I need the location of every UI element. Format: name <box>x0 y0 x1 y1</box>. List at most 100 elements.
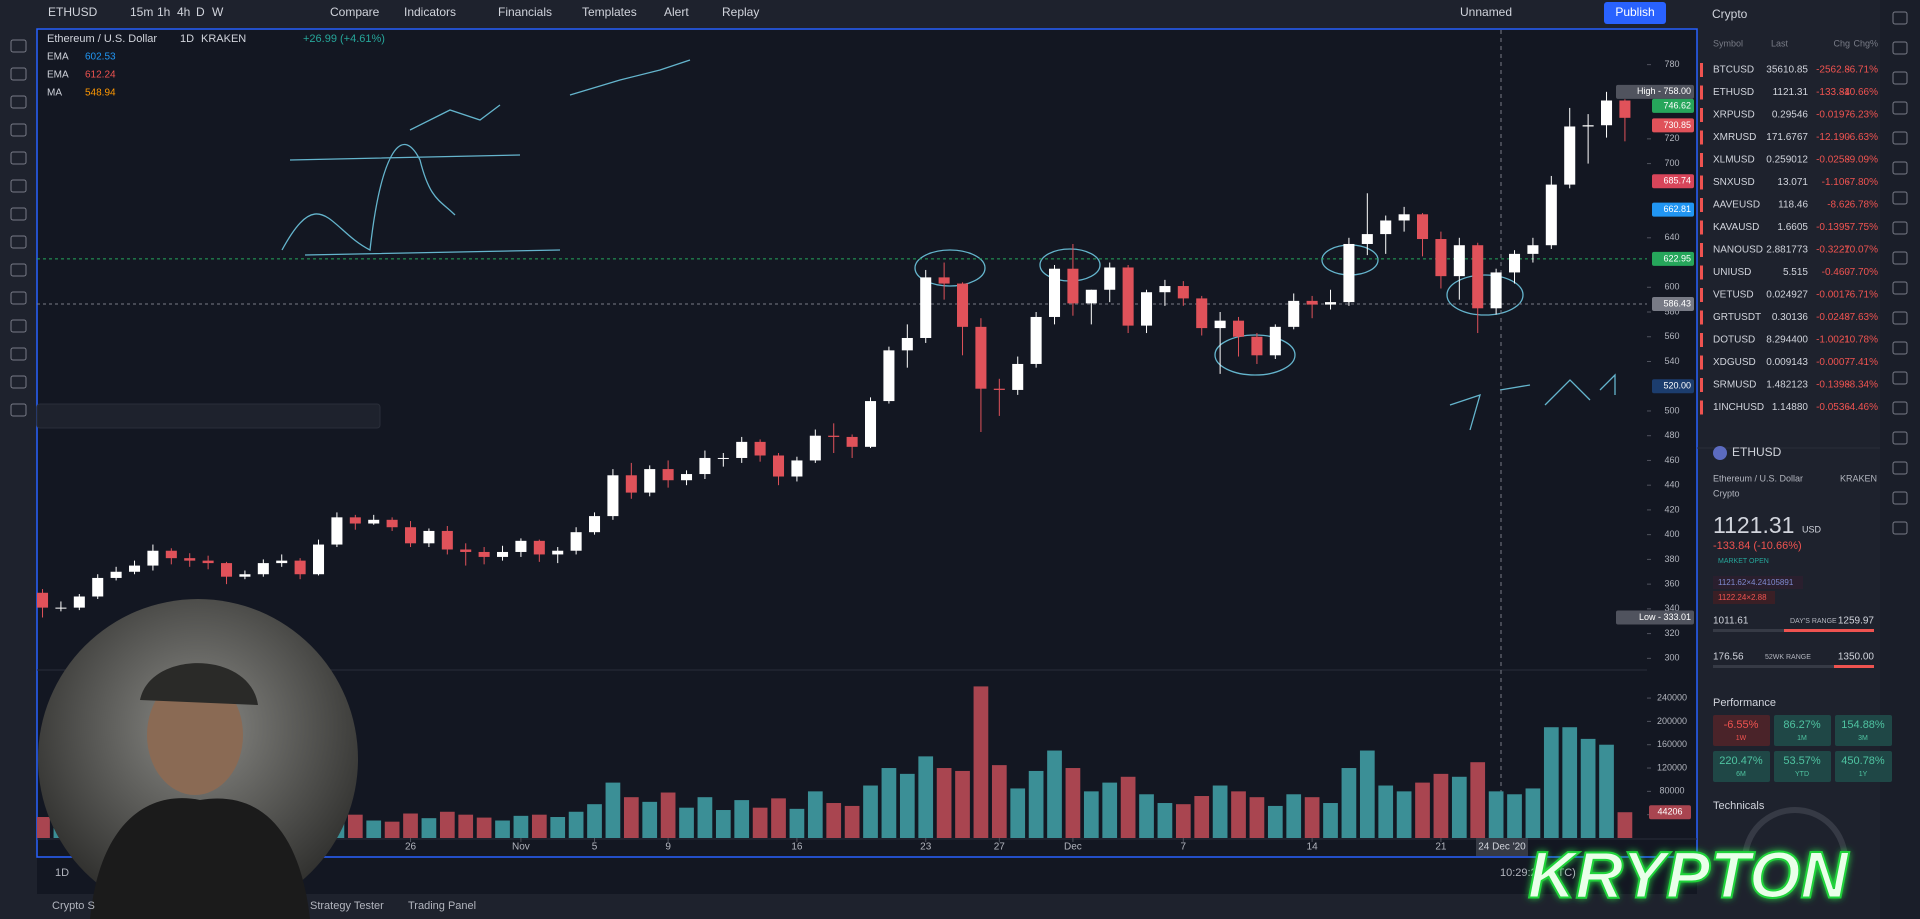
ask: 1122.24×2.88 <box>1718 593 1767 602</box>
symbol-cell[interactable]: GRTUSDT <box>1713 312 1761 323</box>
volume-bar <box>660 792 676 838</box>
interval-button[interactable]: W <box>212 5 224 19</box>
symbol-cell[interactable]: AAVEUSD <box>1713 200 1760 211</box>
symbol-cell[interactable]: SNXUSD <box>1713 177 1755 188</box>
year-range-label: 52WK RANGE <box>1765 654 1811 661</box>
candle-body <box>1601 100 1613 126</box>
column-header[interactable]: Symbol <box>1713 38 1743 48</box>
bottom-tab[interactable]: Crypto S <box>52 900 95 912</box>
interval-button[interactable]: 15m <box>130 5 153 19</box>
alert-button[interactable]: Alert <box>664 5 689 19</box>
interval-button[interactable]: 4h <box>177 5 190 19</box>
tool-icon[interactable] <box>10 151 27 165</box>
bottom-interval[interactable]: 1D <box>55 867 69 879</box>
tool-icon[interactable] <box>10 319 27 333</box>
technicals-title: Technicals <box>1713 800 1765 812</box>
tool-icon[interactable] <box>10 39 27 53</box>
volume-bar <box>439 811 455 838</box>
tool-icon[interactable] <box>10 403 27 417</box>
financials-button[interactable]: Financials <box>498 5 552 19</box>
price-label: 622.95 <box>1663 253 1691 263</box>
symbol-cell[interactable]: 1INCHUSD <box>1713 402 1764 413</box>
side-icon[interactable] <box>1892 131 1908 145</box>
symbol-cell[interactable]: KAVAUSD <box>1713 222 1759 233</box>
cell: 171.6767 <box>1766 132 1808 143</box>
x-tick-label: 7 <box>1181 842 1187 853</box>
volume-bar <box>366 820 382 838</box>
symbol-cell[interactable]: XLMUSD <box>1713 155 1755 166</box>
side-icon[interactable] <box>1892 461 1908 475</box>
interval-button[interactable]: 1h <box>157 5 170 19</box>
tool-icon[interactable] <box>10 347 27 361</box>
candle-body <box>1012 363 1024 390</box>
bid-box <box>1713 576 1803 589</box>
side-icon[interactable] <box>1892 11 1908 25</box>
templates-button[interactable]: Templates <box>582 5 637 19</box>
side-icon[interactable] <box>1892 161 1908 175</box>
tool-icon[interactable] <box>10 291 27 305</box>
symbol-button[interactable]: ETHUSD <box>48 5 98 19</box>
side-icon[interactable] <box>1892 191 1908 205</box>
tool-icon[interactable] <box>10 67 27 81</box>
side-icon[interactable] <box>1892 41 1908 55</box>
detail-category: Crypto <box>1713 488 1740 498</box>
tool-icon[interactable] <box>10 123 27 137</box>
x-tick-label: Nov <box>512 842 530 853</box>
symbol-cell[interactable]: ETHUSD <box>1713 87 1754 98</box>
symbol-cell[interactable]: VETUSD <box>1713 290 1754 301</box>
indicator-name: EMA <box>47 52 69 63</box>
watchlist-title[interactable]: Crypto <box>1712 7 1748 21</box>
tool-icon[interactable] <box>10 207 27 221</box>
tool-icon[interactable] <box>10 263 27 277</box>
tool-icon[interactable] <box>10 375 27 389</box>
candle-body <box>1435 239 1447 277</box>
side-icon[interactable] <box>1892 371 1908 385</box>
side-icon[interactable] <box>1892 221 1908 235</box>
layout-name[interactable]: Unnamed <box>1460 5 1512 19</box>
candle-body <box>497 551 509 557</box>
symbol-cell[interactable]: XMRUSD <box>1713 132 1756 143</box>
column-header[interactable]: Chg <box>1833 38 1850 48</box>
symbol-cell[interactable]: XRPUSD <box>1713 110 1755 121</box>
drawing-toolbar[interactable] <box>36 403 381 429</box>
publish-button[interactable] <box>1604 2 1666 24</box>
symbol-cell[interactable]: BTCUSD <box>1713 65 1754 76</box>
performance-tiles: -6.55% 1W 86.27% 1M 154.88% 3M 220.47% 6M 53.57%… <box>1713 715 1892 782</box>
side-icon[interactable] <box>1892 101 1908 115</box>
indicators-button[interactable]: Indicators <box>404 5 456 19</box>
column-header[interactable]: Last <box>1771 38 1789 48</box>
volume-bar <box>1120 776 1136 838</box>
side-icon[interactable] <box>1892 341 1908 355</box>
row-marker <box>1700 63 1703 77</box>
side-icon[interactable] <box>1892 401 1908 415</box>
bottom-tab[interactable]: Strategy Tester <box>310 900 384 912</box>
price-label-box <box>1652 297 1694 312</box>
column-header[interactable]: Chg% <box>1853 38 1878 48</box>
publish-label[interactable]: Publish <box>1615 5 1654 19</box>
bottom-tab[interactable]: Trading Panel <box>408 900 476 912</box>
side-icon[interactable] <box>1892 251 1908 265</box>
replay-button[interactable]: Replay <box>722 5 759 19</box>
y-tick-label: 480 <box>1664 430 1679 440</box>
side-icon[interactable] <box>1892 281 1908 295</box>
volume-bar <box>955 770 970 838</box>
symbol-cell[interactable]: XDGUSD <box>1713 357 1756 368</box>
symbol-cell[interactable]: DOTUSD <box>1713 335 1755 346</box>
interval-button[interactable]: D <box>196 5 205 19</box>
side-icon[interactable] <box>1892 311 1908 325</box>
side-icon[interactable] <box>1892 491 1908 505</box>
tool-icon[interactable] <box>10 95 27 109</box>
tool-icon[interactable] <box>10 235 27 249</box>
compare-button[interactable]: Compare <box>330 5 380 19</box>
price-label-box <box>1652 174 1694 189</box>
symbol-cell[interactable]: NANOUSD <box>1713 245 1763 256</box>
tool-icon[interactable] <box>10 179 27 193</box>
symbol-cell[interactable]: UNIUSD <box>1713 267 1751 278</box>
cell: -6.71% <box>1846 290 1878 301</box>
candle-body <box>957 283 969 327</box>
side-icon[interactable] <box>1892 71 1908 85</box>
side-icon[interactable] <box>1892 431 1908 445</box>
side-icon[interactable] <box>1892 521 1908 535</box>
symbol-cell[interactable]: SRMUSD <box>1713 380 1756 391</box>
